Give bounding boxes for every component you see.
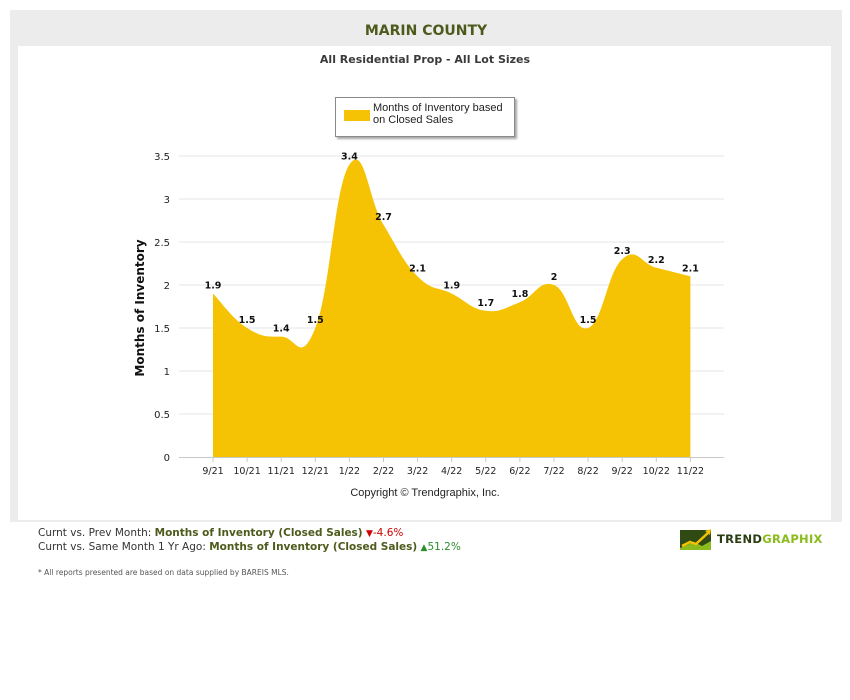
logo-text-accent: GRAPHIX (762, 532, 823, 546)
chart: 0 0.5 1 1.5 2 2.5 3 3.5 9/21 10/21 11/21 12/21 1/22… (133, 152, 724, 477)
x-tick-label: 11/22 (677, 466, 704, 477)
x-tick-label: 9/22 (612, 466, 633, 477)
trendgraphix-logo-icon (680, 529, 711, 550)
data-label: 2.2 (648, 255, 665, 266)
data-label: 1.5 (307, 315, 324, 326)
data-label: 2.7 (375, 212, 392, 223)
x-tick-label: 12/21 (302, 466, 329, 477)
chart-legend: Months of Inventory based on Closed Sale… (335, 97, 515, 137)
chart-subtitle: All Residential Prop - All Lot Sizes (319, 53, 531, 66)
x-tick-label: 9/21 (202, 466, 223, 477)
data-label: 2.1 (682, 263, 699, 274)
y-tick-label: 1.5 (154, 324, 170, 335)
y-tick-label: 0 (164, 453, 170, 464)
y-tick-label: 0.5 (154, 410, 170, 421)
data-label: 3.4 (341, 152, 358, 163)
data-labels: 1.9 1.5 1.4 1.5 3.4 2.7 2.1 1.9 1.7 1.8 2 1.5 2.3 2.2… (205, 152, 699, 335)
data-label: 1.7 (477, 298, 494, 309)
x-tick-label: 3/22 (407, 466, 428, 477)
footnote: * All reports presented are based on dat… (38, 568, 289, 577)
summary-year-change: 51.2% (427, 541, 461, 553)
x-tick-label: 2/22 (373, 466, 394, 477)
y-tick-label: 3.5 (154, 152, 170, 163)
down-arrow-icon: ▼ (365, 529, 373, 539)
logo-text-main: TREND (717, 532, 763, 546)
data-label: 1.9 (443, 281, 460, 292)
data-label: 1.4 (273, 324, 290, 335)
area-series (213, 159, 691, 457)
y-axis-label: Months of Inventory (133, 239, 147, 376)
summary-year-prefix: Curnt vs. Same Month 1 Yr Ago: (38, 541, 206, 553)
summary-prev-prefix: Curnt vs. Prev Month: (38, 527, 152, 539)
report-title: MARIN COUNTY (364, 23, 488, 39)
y-axis-ticks: 0 0.5 1 1.5 2 2.5 3 3.5 (154, 152, 170, 464)
y-tick-label: 1 (164, 367, 170, 378)
x-tick-label: 10/22 (643, 466, 670, 477)
trendgraphix-logo: TRENDGRAPHIX (680, 527, 823, 551)
data-label: 2.1 (409, 263, 426, 274)
y-tick-label: 2.5 (154, 238, 170, 249)
copyright-text: Copyright © Trendgraphix, Inc. (350, 487, 500, 499)
x-tick-label: 8/22 (577, 466, 598, 477)
trendgraphix-logo-text: TRENDGRAPHIX (717, 532, 823, 546)
y-tick-label: 3 (164, 195, 170, 206)
y-tick-label: 2 (164, 281, 170, 292)
summary-prev-metric: Months of Inventory (Closed Sales) (154, 527, 363, 539)
data-label: 1.5 (239, 315, 256, 326)
x-tick-label: 7/22 (543, 466, 564, 477)
x-tick-label: 1/22 (339, 466, 360, 477)
data-label: 1.8 (511, 289, 528, 300)
legend-swatch (344, 110, 370, 121)
legend-label: Months of Inventory based on Closed Sale… (373, 102, 503, 126)
summary-year-metric: Months of Inventory (Closed Sales) (209, 541, 418, 553)
x-tick-label: 11/21 (268, 466, 295, 477)
x-tick-label: 10/21 (233, 466, 260, 477)
x-tick-label: 5/22 (475, 466, 496, 477)
summary-prev-month: Curnt vs. Prev Month: Months of Inventor… (38, 527, 403, 539)
x-tick-label: 4/22 (441, 466, 462, 477)
summary-year-ago: Curnt vs. Same Month 1 Yr Ago: Months of… (38, 541, 461, 553)
data-label: 2.3 (614, 246, 631, 257)
data-label: 1.5 (580, 315, 597, 326)
x-axis-ticks: 9/21 10/21 11/21 12/21 1/22 2/22 3/22 4/22 5/22 6… (202, 457, 704, 477)
up-arrow-icon: ▲ (420, 543, 428, 553)
x-tick-label: 6/22 (509, 466, 530, 477)
data-label: 2 (551, 272, 558, 283)
summary-prev-change: -4.6% (372, 527, 404, 539)
data-label: 1.9 (205, 281, 222, 292)
